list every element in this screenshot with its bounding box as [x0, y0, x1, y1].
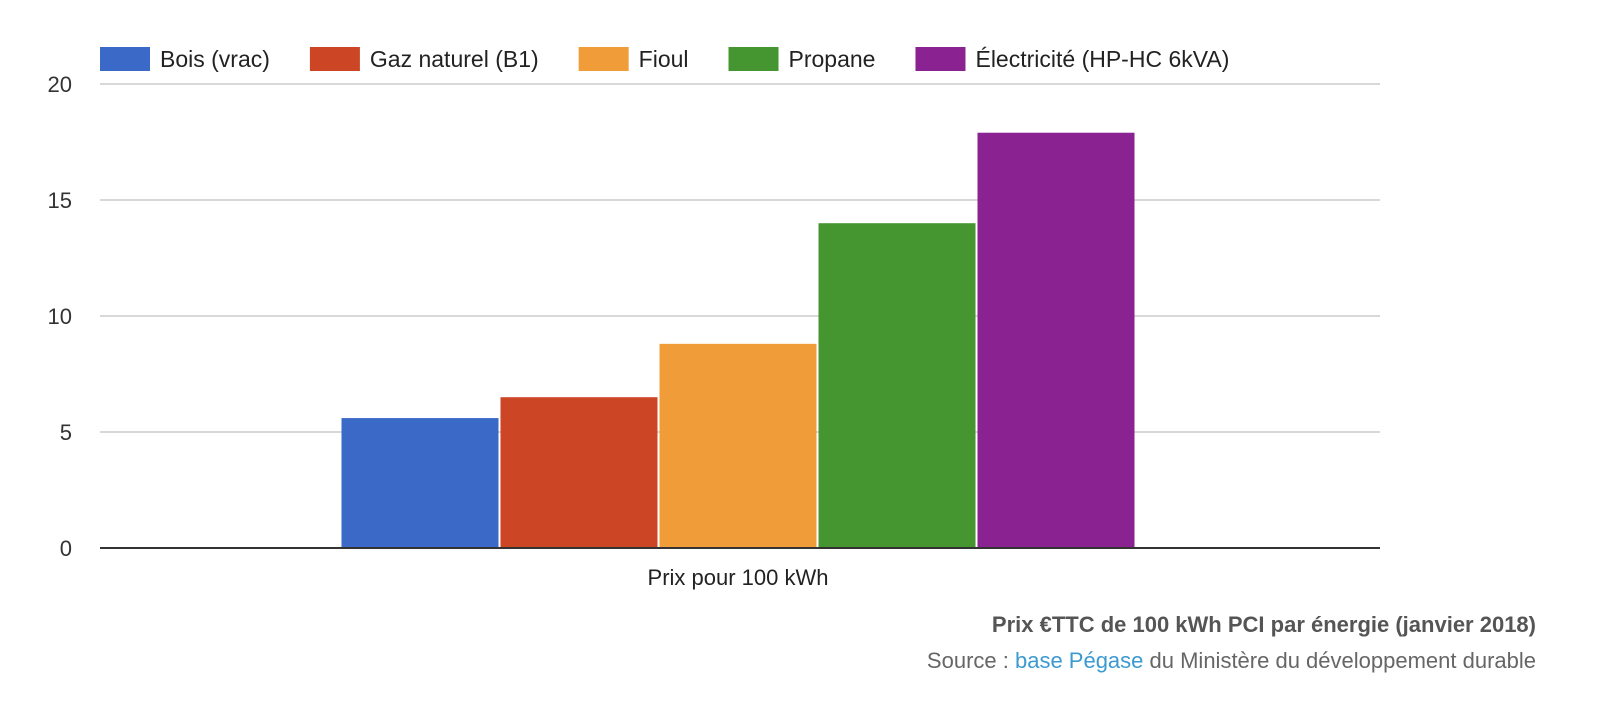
- source-link[interactable]: base Pégase: [1014, 648, 1144, 673]
- legend-swatch: [728, 47, 779, 71]
- legend-swatch: [100, 47, 150, 71]
- y-tick-label: 15: [48, 188, 72, 213]
- legend-label: Électricité (HP-HC 6kVA): [975, 46, 1229, 72]
- y-tick-label: 20: [48, 72, 72, 97]
- legend-swatch: [578, 47, 629, 71]
- bar: [659, 343, 817, 548]
- source-suffix: du Ministère du développement durable: [1143, 648, 1536, 673]
- bar: [341, 418, 499, 548]
- y-tick-label: 0: [60, 536, 72, 561]
- legend-swatch: [915, 47, 966, 71]
- legend-label: Bois (vrac): [160, 46, 270, 72]
- legend-label: Propane: [789, 46, 876, 72]
- chart-caption-title: Prix €TTC de 100 kWh PCI par énergie (ja…: [991, 612, 1536, 637]
- bar: [977, 132, 1135, 548]
- bar: [818, 223, 976, 548]
- chart-caption-source: Source : base Pégase du Ministère du dév…: [927, 648, 1536, 674]
- bar-chart: 0 5 10 15 20 Prix pour 100 kWh Bois (vrac) Gaz …: [48, 46, 1380, 590]
- y-tick-label: 5: [60, 420, 72, 445]
- y-tick-label: 10: [48, 304, 72, 329]
- legend-label: Gaz naturel (B1): [370, 46, 539, 72]
- source-prefix: Source :: [926, 648, 1015, 673]
- legend-swatch: [309, 47, 360, 71]
- bar: [500, 397, 658, 548]
- legend-label: Fioul: [639, 46, 689, 72]
- x-category-label: Prix pour 100 kWh: [648, 565, 829, 590]
